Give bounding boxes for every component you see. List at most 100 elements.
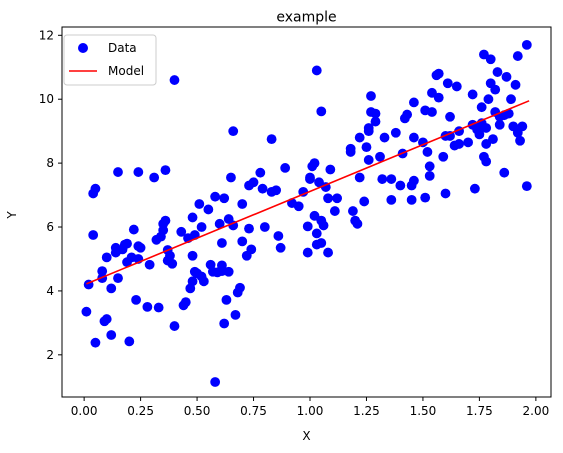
data-point xyxy=(454,139,464,149)
data-point xyxy=(194,199,205,209)
data-point xyxy=(469,183,480,194)
data-point xyxy=(408,132,419,143)
data-point xyxy=(323,193,333,204)
data-point xyxy=(451,81,462,92)
data-point xyxy=(424,161,435,172)
data-point xyxy=(422,147,433,157)
model-line-segment xyxy=(86,100,530,285)
data-point xyxy=(492,67,503,77)
data-point xyxy=(370,116,381,127)
data-point xyxy=(377,174,388,184)
model-line xyxy=(86,100,530,285)
data-point xyxy=(354,172,365,183)
data-point xyxy=(203,204,214,215)
data-point xyxy=(501,71,512,82)
data-point xyxy=(180,297,191,308)
data-point xyxy=(485,54,496,65)
data-point xyxy=(223,266,234,277)
data-point xyxy=(106,330,117,340)
data-point xyxy=(221,294,232,305)
y-axis-label: Y xyxy=(5,211,19,220)
data-point xyxy=(131,294,141,305)
data-point xyxy=(329,206,340,216)
data-point xyxy=(169,75,180,85)
data-point xyxy=(311,228,322,239)
data-point xyxy=(408,175,419,186)
data-point xyxy=(481,156,492,167)
x-axis: 0.00 0.25 0.50 0.75 1.00 1.25 1.50 1.75 2.00 xyxy=(71,397,549,418)
x-tick-label: 0.25 xyxy=(127,404,154,418)
data-point xyxy=(517,121,528,132)
y-tick-label: 10 xyxy=(39,92,54,106)
y-tick-label: 4 xyxy=(46,284,54,298)
data-point xyxy=(153,302,164,313)
data-point xyxy=(499,167,510,178)
data-point xyxy=(420,192,431,203)
x-tick-label: 1.50 xyxy=(410,404,437,418)
data-point xyxy=(135,242,146,253)
data-point xyxy=(352,218,363,229)
data-point xyxy=(128,224,139,235)
data-point xyxy=(311,65,322,76)
data-point xyxy=(235,282,245,293)
data-point xyxy=(142,301,153,312)
data-point xyxy=(210,191,221,202)
data-point xyxy=(386,174,397,184)
y-tick-label: 8 xyxy=(46,156,54,170)
data-point xyxy=(217,238,227,248)
data-point xyxy=(246,244,257,255)
data-point xyxy=(228,126,239,137)
data-point xyxy=(144,259,155,270)
data-point xyxy=(273,231,284,241)
data-point xyxy=(275,242,286,253)
data-point xyxy=(90,337,101,348)
legend: Data Model xyxy=(63,34,157,86)
data-point xyxy=(427,87,437,98)
data-point xyxy=(494,119,505,130)
data-point xyxy=(97,266,108,277)
data-point xyxy=(366,91,376,101)
data-point xyxy=(88,230,99,240)
data-point xyxy=(375,151,385,162)
y-tick-label: 2 xyxy=(46,348,54,362)
data-point xyxy=(402,109,413,120)
data-point xyxy=(476,102,487,113)
x-tick-label: 0.50 xyxy=(184,404,211,418)
data-point xyxy=(406,194,417,205)
data-point xyxy=(521,181,532,192)
data-point xyxy=(503,108,514,119)
data-point xyxy=(302,221,313,232)
data-point xyxy=(512,51,523,61)
legend-model-label: Model xyxy=(108,64,144,78)
data-point xyxy=(363,155,374,165)
data-point xyxy=(309,158,320,169)
data-point xyxy=(332,193,343,204)
data-point xyxy=(318,220,329,231)
x-tick-label: 0.75 xyxy=(240,404,267,418)
data-point xyxy=(90,183,101,194)
data-point xyxy=(488,134,498,145)
data-point xyxy=(280,163,291,173)
data-point xyxy=(445,111,455,122)
data-point xyxy=(219,318,230,329)
data-point xyxy=(219,193,230,204)
data-point xyxy=(259,222,270,232)
x-tick-label: 2.00 xyxy=(523,404,550,418)
data-point xyxy=(101,252,112,263)
data-point xyxy=(293,201,304,212)
data-point xyxy=(165,250,175,261)
data-point xyxy=(474,129,485,140)
data-point xyxy=(309,210,320,221)
data-point xyxy=(176,226,187,237)
data-point xyxy=(386,194,397,205)
y-axis: 2 4 6 8 10 12 xyxy=(39,28,62,362)
data-point xyxy=(370,108,381,119)
data-point xyxy=(255,167,266,178)
data-point xyxy=(390,127,401,138)
data-point xyxy=(214,218,225,229)
data-point xyxy=(424,170,435,181)
data-point xyxy=(298,186,309,197)
data-point xyxy=(363,126,374,137)
data-point xyxy=(106,283,117,294)
data-point xyxy=(187,212,198,223)
